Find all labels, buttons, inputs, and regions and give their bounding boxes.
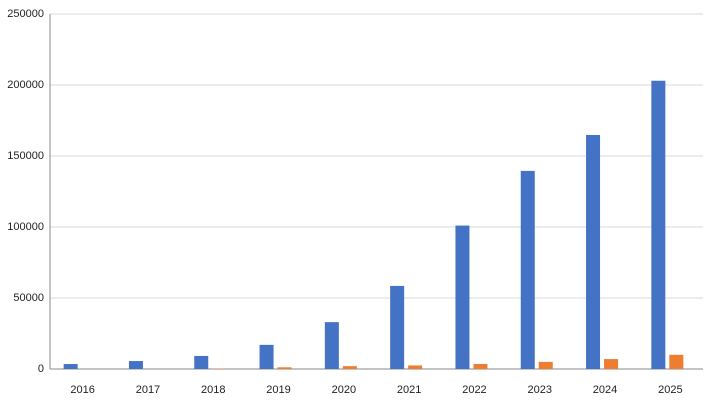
x-tick-label: 2022 [462,384,486,396]
bar [324,322,339,369]
x-tick-label: 2021 [397,384,421,396]
bar [342,366,357,369]
x-tick-label: 2024 [593,384,617,396]
bar [194,355,209,369]
bar [390,285,405,369]
bar [128,361,143,369]
bar [520,170,535,369]
bar [604,359,619,369]
y-tick-label: 0 [38,363,44,375]
bar [669,354,684,369]
y-tick-label: 200000 [7,79,44,91]
x-tick-label: 2019 [266,384,290,396]
bar [455,225,470,369]
x-tick-label: 2025 [658,384,682,396]
bar [473,364,488,369]
x-tick-label: 2020 [332,384,356,396]
x-tick-label: 2018 [201,384,225,396]
bar [63,364,78,369]
y-tick-label: 100000 [7,221,44,233]
bar [277,367,292,369]
y-tick-label: 150000 [7,150,44,162]
x-tick-label: 2016 [70,384,94,396]
x-tick-label: 2017 [136,384,160,396]
bar [259,344,274,369]
y-tick-label: 250000 [7,8,44,20]
bar [586,134,601,369]
x-tick-label: 2023 [528,384,552,396]
bar [651,80,666,370]
bar [408,365,423,369]
bar [538,361,553,369]
y-tick-label: 50000 [13,292,44,304]
